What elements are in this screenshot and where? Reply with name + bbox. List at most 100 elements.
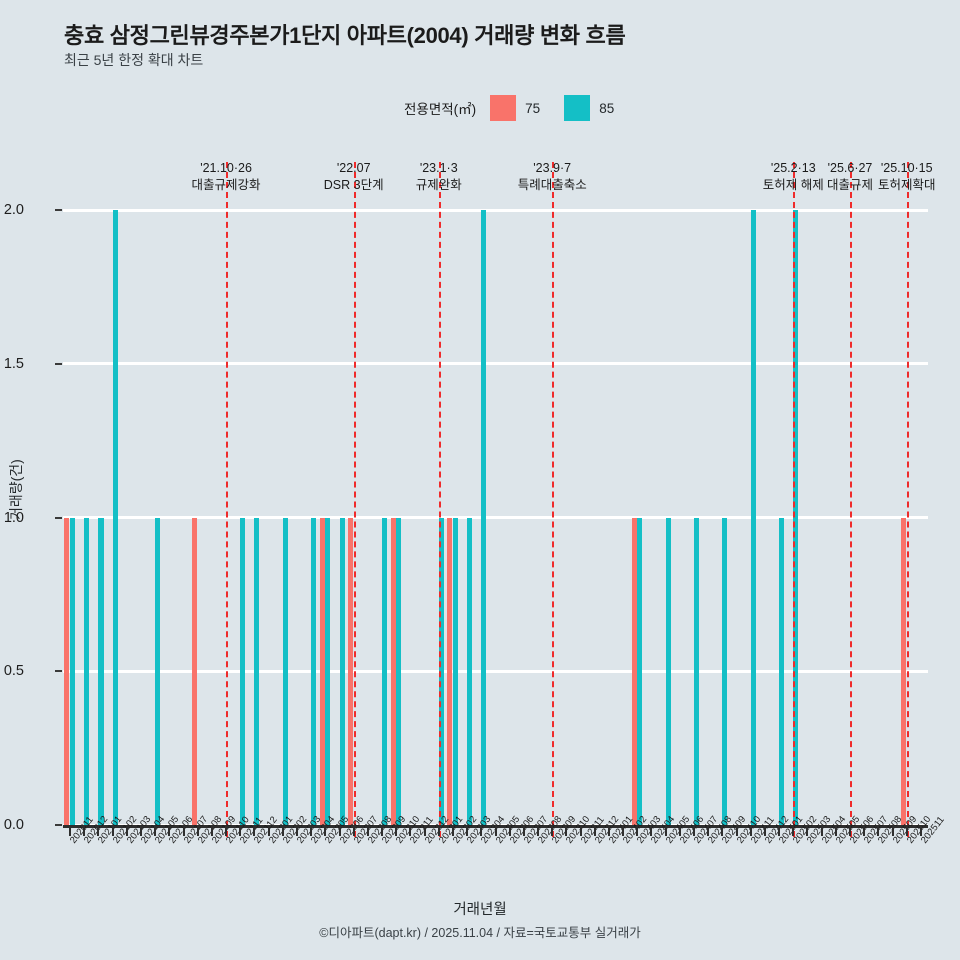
y-tick-label: 1.0: [3, 509, 24, 526]
bar-202202-85[interactable]: [282, 517, 288, 825]
bar-202204-85[interactable]: [311, 517, 317, 825]
y-tick-mark: [55, 670, 62, 673]
event-date: '25.2·13: [770, 161, 816, 175]
x-tick-mark: [182, 825, 185, 836]
bar-202207-75[interactable]: [348, 517, 354, 825]
x-tick-mark: [877, 825, 880, 836]
bar-202409-85[interactable]: [722, 517, 728, 825]
footer-credit: ©디아파트(dapt.kr) / 2025.11.04 / 자료=국토교통부 실…: [319, 926, 641, 940]
y-tick-mark: [55, 824, 62, 826]
event-label-202309: '23.9·7 특례대출축소: [518, 160, 587, 194]
bar-202301-85[interactable]: [438, 517, 444, 825]
x-tick-mark: [196, 825, 199, 836]
bar-202210-85[interactable]: [396, 517, 402, 825]
x-tick-mark: [749, 825, 752, 836]
x-tick-mark: [239, 825, 242, 836]
x-tick-mark: [763, 825, 766, 836]
x-tick-mark: [678, 825, 681, 836]
bar-202205-75[interactable]: [319, 517, 325, 825]
bar-202510-75[interactable]: [901, 517, 907, 825]
x-tick-mark: [324, 825, 327, 836]
event-date: '23.9·7: [533, 161, 572, 175]
x-tick-mark: [565, 825, 568, 836]
bar-202108-75[interactable]: [192, 517, 198, 825]
gridline: [63, 669, 928, 673]
event-text: 대출규제강화: [191, 178, 261, 192]
event-line-202510: [906, 162, 909, 837]
x-axis-title: 거래년월: [453, 902, 507, 918]
bar-202411-85[interactable]: [750, 210, 756, 825]
event-line-202110: [226, 162, 229, 837]
x-tick-mark: [919, 825, 922, 836]
x-tick-mark: [366, 825, 369, 836]
legend-item-75[interactable]: 75: [490, 95, 540, 121]
legend-label-85: 85: [599, 100, 615, 116]
x-tick-mark: [83, 825, 86, 836]
x-tick-mark: [338, 825, 341, 836]
bar-202303-85[interactable]: [467, 517, 473, 825]
x-tick-mark: [210, 825, 213, 836]
event-text: 특례대출축소: [517, 178, 587, 192]
x-tick-mark: [593, 825, 596, 836]
x-tick-mark: [451, 825, 454, 836]
x-tick-mark: [834, 825, 837, 836]
event-date: '25.6·27: [827, 161, 873, 175]
bar-202405-85[interactable]: [665, 517, 671, 825]
plot-area: [63, 162, 928, 837]
bar-202407-85[interactable]: [694, 517, 700, 825]
x-tick-mark: [97, 825, 100, 836]
y-tick-label: 0.0: [3, 817, 24, 833]
x-tick-mark: [125, 825, 128, 836]
bar-202209-85[interactable]: [382, 517, 388, 825]
bar-202105-85[interactable]: [155, 517, 161, 825]
event-text: 규제완화: [415, 178, 462, 192]
y-tick-label: 2.0: [3, 202, 24, 218]
x-tick-mark: [395, 825, 398, 836]
x-tick-mark: [139, 825, 142, 836]
bar-202112-85[interactable]: [254, 517, 260, 825]
event-text: 대출규제: [826, 178, 874, 192]
x-tick-mark: [721, 825, 724, 836]
bar-202011-85[interactable]: [70, 517, 76, 825]
bar-202403-75[interactable]: [631, 517, 637, 825]
page-title: 충효 삼정그린뷰경주본가1단지 아파트(2004) 거래량 변화 흐름: [64, 23, 626, 48]
bar-202101-85[interactable]: [98, 517, 104, 825]
event-line-202309: [552, 162, 555, 837]
bar-202206-85[interactable]: [339, 517, 345, 825]
legend-swatch-75: [490, 95, 517, 121]
x-tick-mark: [437, 825, 440, 836]
event-line-202301: [438, 162, 441, 837]
y-tick-mark: [55, 516, 62, 519]
bar-202111-85[interactable]: [240, 517, 246, 825]
y-tick-label: 1.5: [3, 355, 24, 372]
bar-202304-85[interactable]: [481, 210, 487, 825]
bar-202012-85[interactable]: [84, 517, 90, 825]
x-tick-mark: [267, 825, 270, 836]
event-line-202502: [793, 162, 796, 837]
x-tick-mark: [607, 825, 610, 836]
legend-item-85[interactable]: 85: [564, 95, 614, 121]
x-tick-mark: [735, 825, 738, 836]
y-tick-label: 0.5: [3, 663, 24, 680]
bar-202102-85[interactable]: [112, 210, 118, 825]
bar-202302-85[interactable]: [452, 517, 459, 825]
event-label-202301: '23.1·3 규제완화: [416, 160, 462, 194]
x-tick-mark: [69, 825, 72, 836]
event-line-202506: [850, 162, 852, 837]
gridline: [63, 516, 928, 519]
x-tick-mark: [508, 825, 511, 836]
bar-202205-85[interactable]: [325, 517, 331, 825]
x-tick-mark: [849, 825, 851, 836]
bar-202011-75[interactable]: [64, 517, 70, 825]
x-tick-mark: [154, 825, 157, 836]
x-tick-mark: [253, 825, 256, 836]
bar-202403-85[interactable]: [637, 517, 643, 825]
x-tick-mark: [792, 825, 795, 836]
event-text: DSR 3단계: [323, 178, 384, 192]
x-tick-mark: [820, 825, 823, 836]
bar-202210-75[interactable]: [390, 517, 396, 825]
bar-202302-75[interactable]: [447, 517, 453, 825]
bar-202502-85[interactable]: [793, 210, 799, 825]
bar-202501-85[interactable]: [779, 517, 785, 825]
chart-legend: 전용면적(㎡) 75 85: [404, 95, 628, 121]
